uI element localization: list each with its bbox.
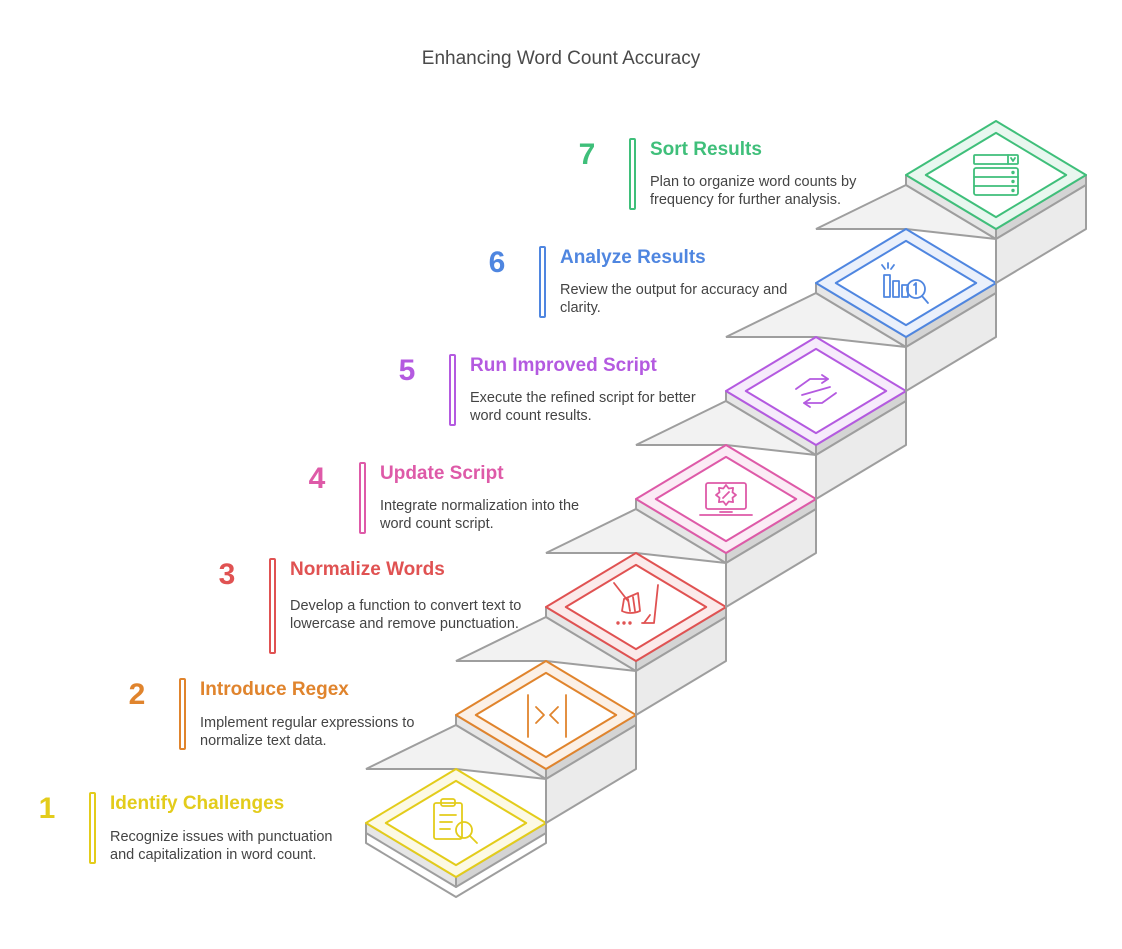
step-inner-diamond: [834, 239, 978, 327]
step-inner-diamond: [474, 671, 618, 759]
stair-step-6: [815, 228, 997, 392]
chart-magnifier-icon: [881, 262, 929, 304]
step-title: Identify Challenges: [110, 793, 285, 814]
step-number: 5: [398, 354, 416, 387]
step-bar: [89, 792, 96, 864]
clipboard-search-icon: [433, 798, 478, 844]
exchange-arrows-icon: [795, 374, 837, 408]
regex-brackets-icon: [527, 694, 567, 738]
step-title: Normalize Words: [290, 559, 445, 580]
step-description: Develop a function to convert text to lo…: [290, 598, 522, 632]
step-number: 3: [218, 558, 236, 591]
laptop-gear-icon: [699, 482, 753, 516]
step-description: Execute the refined script for better wo…: [470, 390, 696, 424]
step-front-wall: [815, 400, 907, 500]
broom-sweep-icon: [613, 582, 659, 625]
step-number: 4: [308, 462, 326, 495]
step-title: Analyze Results: [560, 247, 706, 268]
step-number: 1: [38, 792, 56, 825]
stair-step-4: [635, 444, 817, 608]
step-front-wall: [545, 724, 637, 824]
diagram-title: Enhancing Word Count Accuracy: [421, 48, 701, 69]
step-inner-diamond: [564, 563, 708, 651]
step-title: Run Improved Script: [470, 355, 657, 376]
step-description: Implement regular expressions to normali…: [200, 715, 415, 749]
stair-step-5: [725, 336, 907, 500]
step-inner-diamond: [384, 779, 528, 867]
stair-step-7: [905, 120, 1087, 284]
step-number: 2: [128, 678, 146, 711]
step-title: Update Script: [380, 463, 504, 484]
step-front-wall: [635, 616, 727, 716]
stair-base-edge: [365, 833, 547, 898]
step-front-wall: [725, 508, 817, 608]
stair-step-3: [545, 552, 727, 716]
step-bar: [629, 138, 636, 210]
step-description: Plan to organize word counts by frequenc…: [650, 174, 857, 208]
stair-step-1: [365, 768, 547, 888]
step-description: Review the output for accuracy and clari…: [560, 282, 788, 316]
step-front-wall: [905, 292, 997, 392]
step-front-wall: [995, 184, 1087, 284]
step-title: Sort Results: [650, 139, 762, 160]
step-inner-diamond: [654, 455, 798, 543]
step-bar: [269, 558, 276, 654]
step-number: 6: [488, 246, 506, 279]
step-bar: [539, 246, 546, 318]
step-description: Recognize issues with punctuation and ca…: [110, 829, 333, 863]
sorted-list-icon: [973, 154, 1019, 196]
step-inner-diamond: [924, 131, 1068, 219]
step-number: 7: [578, 138, 596, 171]
step-description: Integrate normalization into the word co…: [380, 498, 580, 532]
stair-step-2: [455, 660, 637, 824]
step-bar: [449, 354, 456, 426]
step-bar: [179, 678, 186, 750]
step-title: Introduce Regex: [200, 679, 349, 700]
step-bar: [359, 462, 366, 534]
